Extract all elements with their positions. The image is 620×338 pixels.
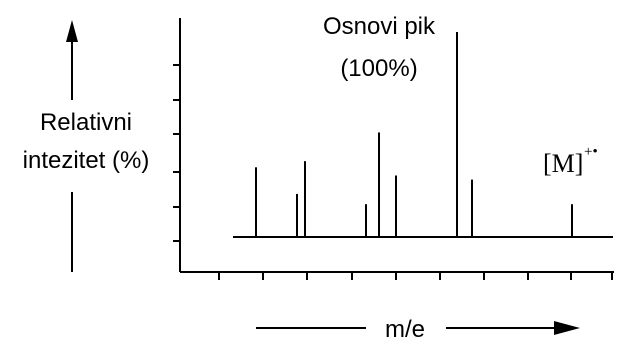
y-axis-label-line1: Relativni bbox=[40, 109, 132, 136]
y-axis-label-line2: intezitet (%) bbox=[23, 147, 150, 174]
molecular-ion-superscript: +• bbox=[584, 144, 598, 160]
y-axis-ticks bbox=[173, 64, 180, 242]
x-axis-right-arrow bbox=[446, 321, 580, 335]
molecular-ion-label: [M] bbox=[543, 149, 583, 178]
peaks-group bbox=[255, 32, 573, 237]
x-axis-ticks bbox=[218, 272, 613, 280]
base-peak-label-line2: (100%) bbox=[340, 55, 417, 82]
x-axis-label: m/e bbox=[385, 316, 425, 338]
y-axis-up-arrow bbox=[66, 20, 78, 100]
base-peak-label-line1: Osnovi pik bbox=[323, 13, 436, 40]
